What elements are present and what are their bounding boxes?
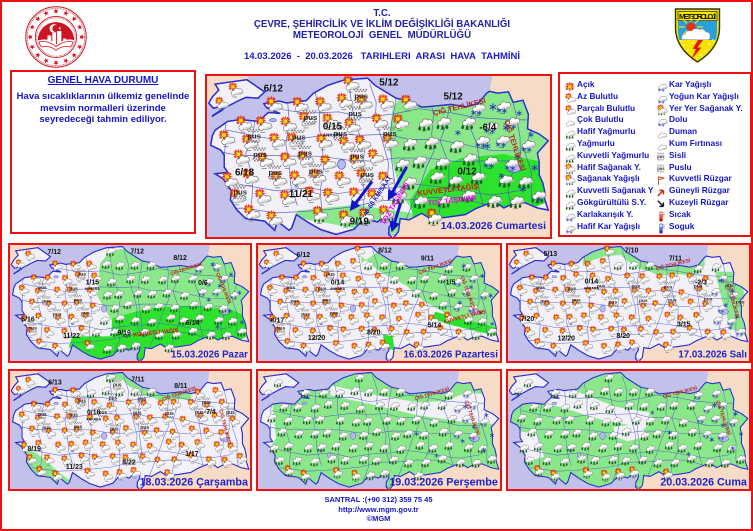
svg-text:8/12: 8/12 — [378, 248, 392, 255]
svg-text:8/20: 8/20 — [617, 333, 631, 340]
svg-text:9/11: 9/11 — [421, 255, 434, 262]
svg-text:ANKARA: ANKARA — [330, 287, 346, 291]
svg-text:9/19: 9/19 — [350, 216, 370, 227]
svg-text:METEOROLOJİ: METEOROLOJİ — [679, 12, 716, 21]
svg-text:11/22: 11/22 — [63, 333, 80, 340]
svg-text:-7/4: -7/4 — [204, 409, 216, 416]
svg-text:7/11: 7/11 — [669, 255, 682, 262]
svg-text:19.03.2026 Perşembe: 19.03.2026 Perşembe — [389, 476, 498, 488]
svg-text:15.03.2026 Pazar: 15.03.2026 Pazar — [171, 349, 248, 360]
svg-text:9/19: 9/19 — [117, 330, 131, 337]
svg-text:5/12: 5/12 — [444, 91, 464, 102]
svg-text:6/12: 6/12 — [264, 84, 284, 95]
svg-text:8/19: 8/19 — [27, 446, 41, 453]
svg-text:14.03.2026 Cumartesi: 14.03.2026 Cumartesi — [441, 221, 547, 232]
svg-text:5/13: 5/13 — [544, 251, 558, 258]
svg-text:0/6: 0/6 — [198, 280, 208, 287]
svg-text:20.03.2026 Cuma: 20.03.2026 Cuma — [660, 476, 748, 488]
svg-text:7/12: 7/12 — [131, 248, 145, 255]
svg-text:6/17: 6/17 — [271, 317, 285, 324]
svg-text:3/15: 3/15 — [677, 322, 691, 329]
svg-text:8/12: 8/12 — [173, 255, 187, 262]
svg-text:ANKARA: ANKARA — [323, 133, 343, 138]
svg-text:6/18: 6/18 — [235, 168, 255, 179]
svg-text:8/22: 8/22 — [122, 460, 136, 467]
svg-text:ANKARA: ANKARA — [584, 286, 599, 290]
svg-text:12/20: 12/20 — [308, 335, 326, 342]
svg-text:-2/3: -2/3 — [695, 279, 707, 286]
svg-text:5/14: 5/14 — [428, 322, 442, 329]
svg-text:7/12: 7/12 — [48, 249, 62, 256]
svg-text:-6/4: -6/4 — [479, 123, 497, 134]
svg-text:0/14: 0/14 — [585, 279, 599, 286]
svg-text:6/12: 6/12 — [297, 252, 311, 259]
svg-text:7/10: 7/10 — [625, 248, 639, 255]
svg-text:12/20: 12/20 — [558, 336, 575, 343]
svg-text:ANKARA: ANKARA — [86, 417, 101, 421]
svg-text:17.03.2026 Salı: 17.03.2026 Salı — [678, 349, 747, 360]
svg-text:16.03.2026 Pazartesi: 16.03.2026 Pazartesi — [404, 349, 499, 360]
svg-text:7/11: 7/11 — [131, 377, 144, 384]
svg-text:1/15: 1/15 — [86, 279, 100, 286]
svg-text:0/16: 0/16 — [87, 410, 101, 417]
svg-text:0/14: 0/14 — [331, 279, 345, 286]
svg-text:ANKARA: ANKARA — [85, 287, 100, 291]
svg-text:8/11: 8/11 — [174, 383, 187, 390]
svg-text:18.03.2026 Çarşamba: 18.03.2026 Çarşamba — [140, 476, 249, 488]
svg-text:6/14: 6/14 — [186, 320, 200, 327]
svg-text:7/20: 7/20 — [521, 316, 535, 323]
svg-text:5/12: 5/12 — [379, 78, 399, 89]
svg-text:11/21: 11/21 — [289, 189, 314, 200]
svg-text:5/16: 5/16 — [21, 317, 35, 324]
svg-text:0/12: 0/12 — [457, 167, 477, 178]
svg-text:8/20: 8/20 — [367, 329, 381, 336]
svg-text:1/5: 1/5 — [446, 279, 456, 286]
svg-text:11/23: 11/23 — [66, 464, 83, 471]
svg-text:0/15: 0/15 — [323, 122, 343, 133]
svg-text:6/13: 6/13 — [48, 380, 62, 387]
svg-text:1/17: 1/17 — [185, 451, 199, 458]
